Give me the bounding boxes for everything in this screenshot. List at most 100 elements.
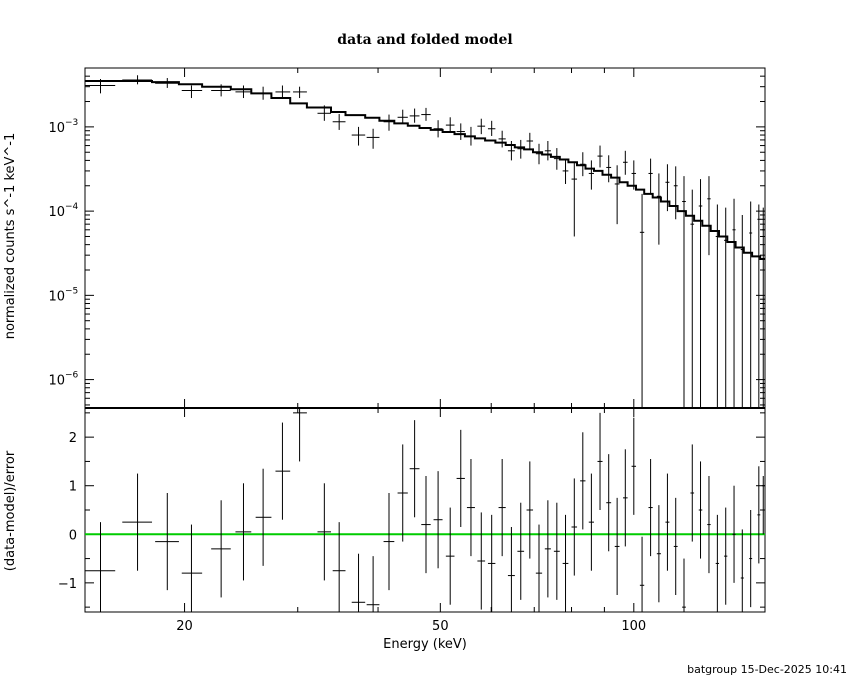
data-point [588,160,594,190]
residual-point [707,476,711,574]
data-point [673,166,678,220]
data-point [648,158,653,194]
data-point [732,198,736,408]
data-point [761,207,765,408]
residual-point [571,478,578,576]
data-point [332,114,346,130]
data-point [255,86,272,100]
y-tick-label: 0 [69,528,77,543]
residual-point [351,553,366,612]
residual-point [517,502,525,600]
residual-point [553,502,560,600]
data-point [507,140,515,161]
y-tick-exponent: −6 [65,371,79,381]
residual-point [622,449,628,547]
residual-point [445,507,455,605]
residual-point [383,493,395,591]
residual-point [155,493,179,591]
data-point [597,145,603,168]
residual-point [181,524,203,612]
data-point [517,139,525,159]
residual-point [366,556,380,612]
residual-point [757,466,761,564]
y-tick-exponent: −4 [65,202,79,212]
residual-point [690,444,695,542]
residual-point [332,522,346,612]
data-point [656,173,661,245]
residual-point [597,412,603,510]
top-plot-frame [84,67,766,409]
data-point [698,179,703,408]
residual-point [433,471,443,569]
model-curve [85,80,765,260]
residuals-panel: 20 50 100 −1 0 1 2 [58,407,766,634]
data-point [553,148,560,170]
data-point [535,143,543,165]
residual-point [732,485,736,583]
data-point [682,176,686,408]
x-tick-label: 100 [621,619,646,634]
residual-point [562,514,569,612]
residual-point [526,461,534,559]
residual-point [317,483,332,581]
residual-point [293,408,307,462]
data-point [622,150,628,175]
residual-point [631,417,637,515]
data-point [366,128,380,149]
data-point [690,189,695,408]
y-tick-label: 10 [48,121,65,136]
residual-point [275,422,291,520]
spectrum-panel: 10−610−510−410−3 [48,67,766,409]
data-point [122,75,153,85]
data-point [571,162,578,237]
data-point [606,155,612,183]
residual-point [85,522,116,612]
top-y-axis-label: normalized counts s^-1 keV^-1 [3,133,18,340]
residual-point [588,473,594,571]
data-point [715,204,720,408]
data-point [421,107,431,121]
data-point [317,105,332,121]
residual-point [535,524,543,612]
bottom-plot-frame [84,407,766,613]
residual-point [580,432,586,530]
data-point [498,130,506,148]
data-point [631,160,637,190]
residual-point [507,527,515,612]
y-tick-exponent: −3 [65,118,78,128]
residual-point [409,420,420,518]
data-point [293,86,307,99]
residual-point [639,536,645,612]
data-point [749,201,753,408]
y-tick-label: 10 [48,205,65,220]
data-point [383,114,395,131]
data-point [181,85,203,99]
residual-point [456,429,465,527]
y-tick-label: 10 [48,374,65,389]
x-axis-label: Energy (keV) [383,637,467,652]
data-point [562,158,569,184]
data-point [155,78,179,88]
footer-timestamp: batgroup 15-Dec-2025 10:41 [687,663,847,676]
residual-point [673,497,678,595]
residual-point [544,500,551,598]
data-point [707,176,711,256]
residual-point [724,507,728,605]
bottom-y-axis-label: (data-model)/error [3,450,18,571]
y-tick-label: −1 [58,577,77,592]
residual-point [487,514,496,612]
data-point [397,109,408,124]
residual-point [477,512,486,610]
y-tick-label: 1 [69,480,77,495]
residual-point [466,459,475,557]
data-point [456,123,465,140]
residual-point [255,468,272,566]
data-point [724,207,728,408]
data-point [544,140,551,161]
residual-point [761,476,765,535]
residual-point [421,476,431,574]
residual-point [648,459,653,557]
data-point [275,85,291,99]
y-tick-exponent: −5 [65,286,78,296]
